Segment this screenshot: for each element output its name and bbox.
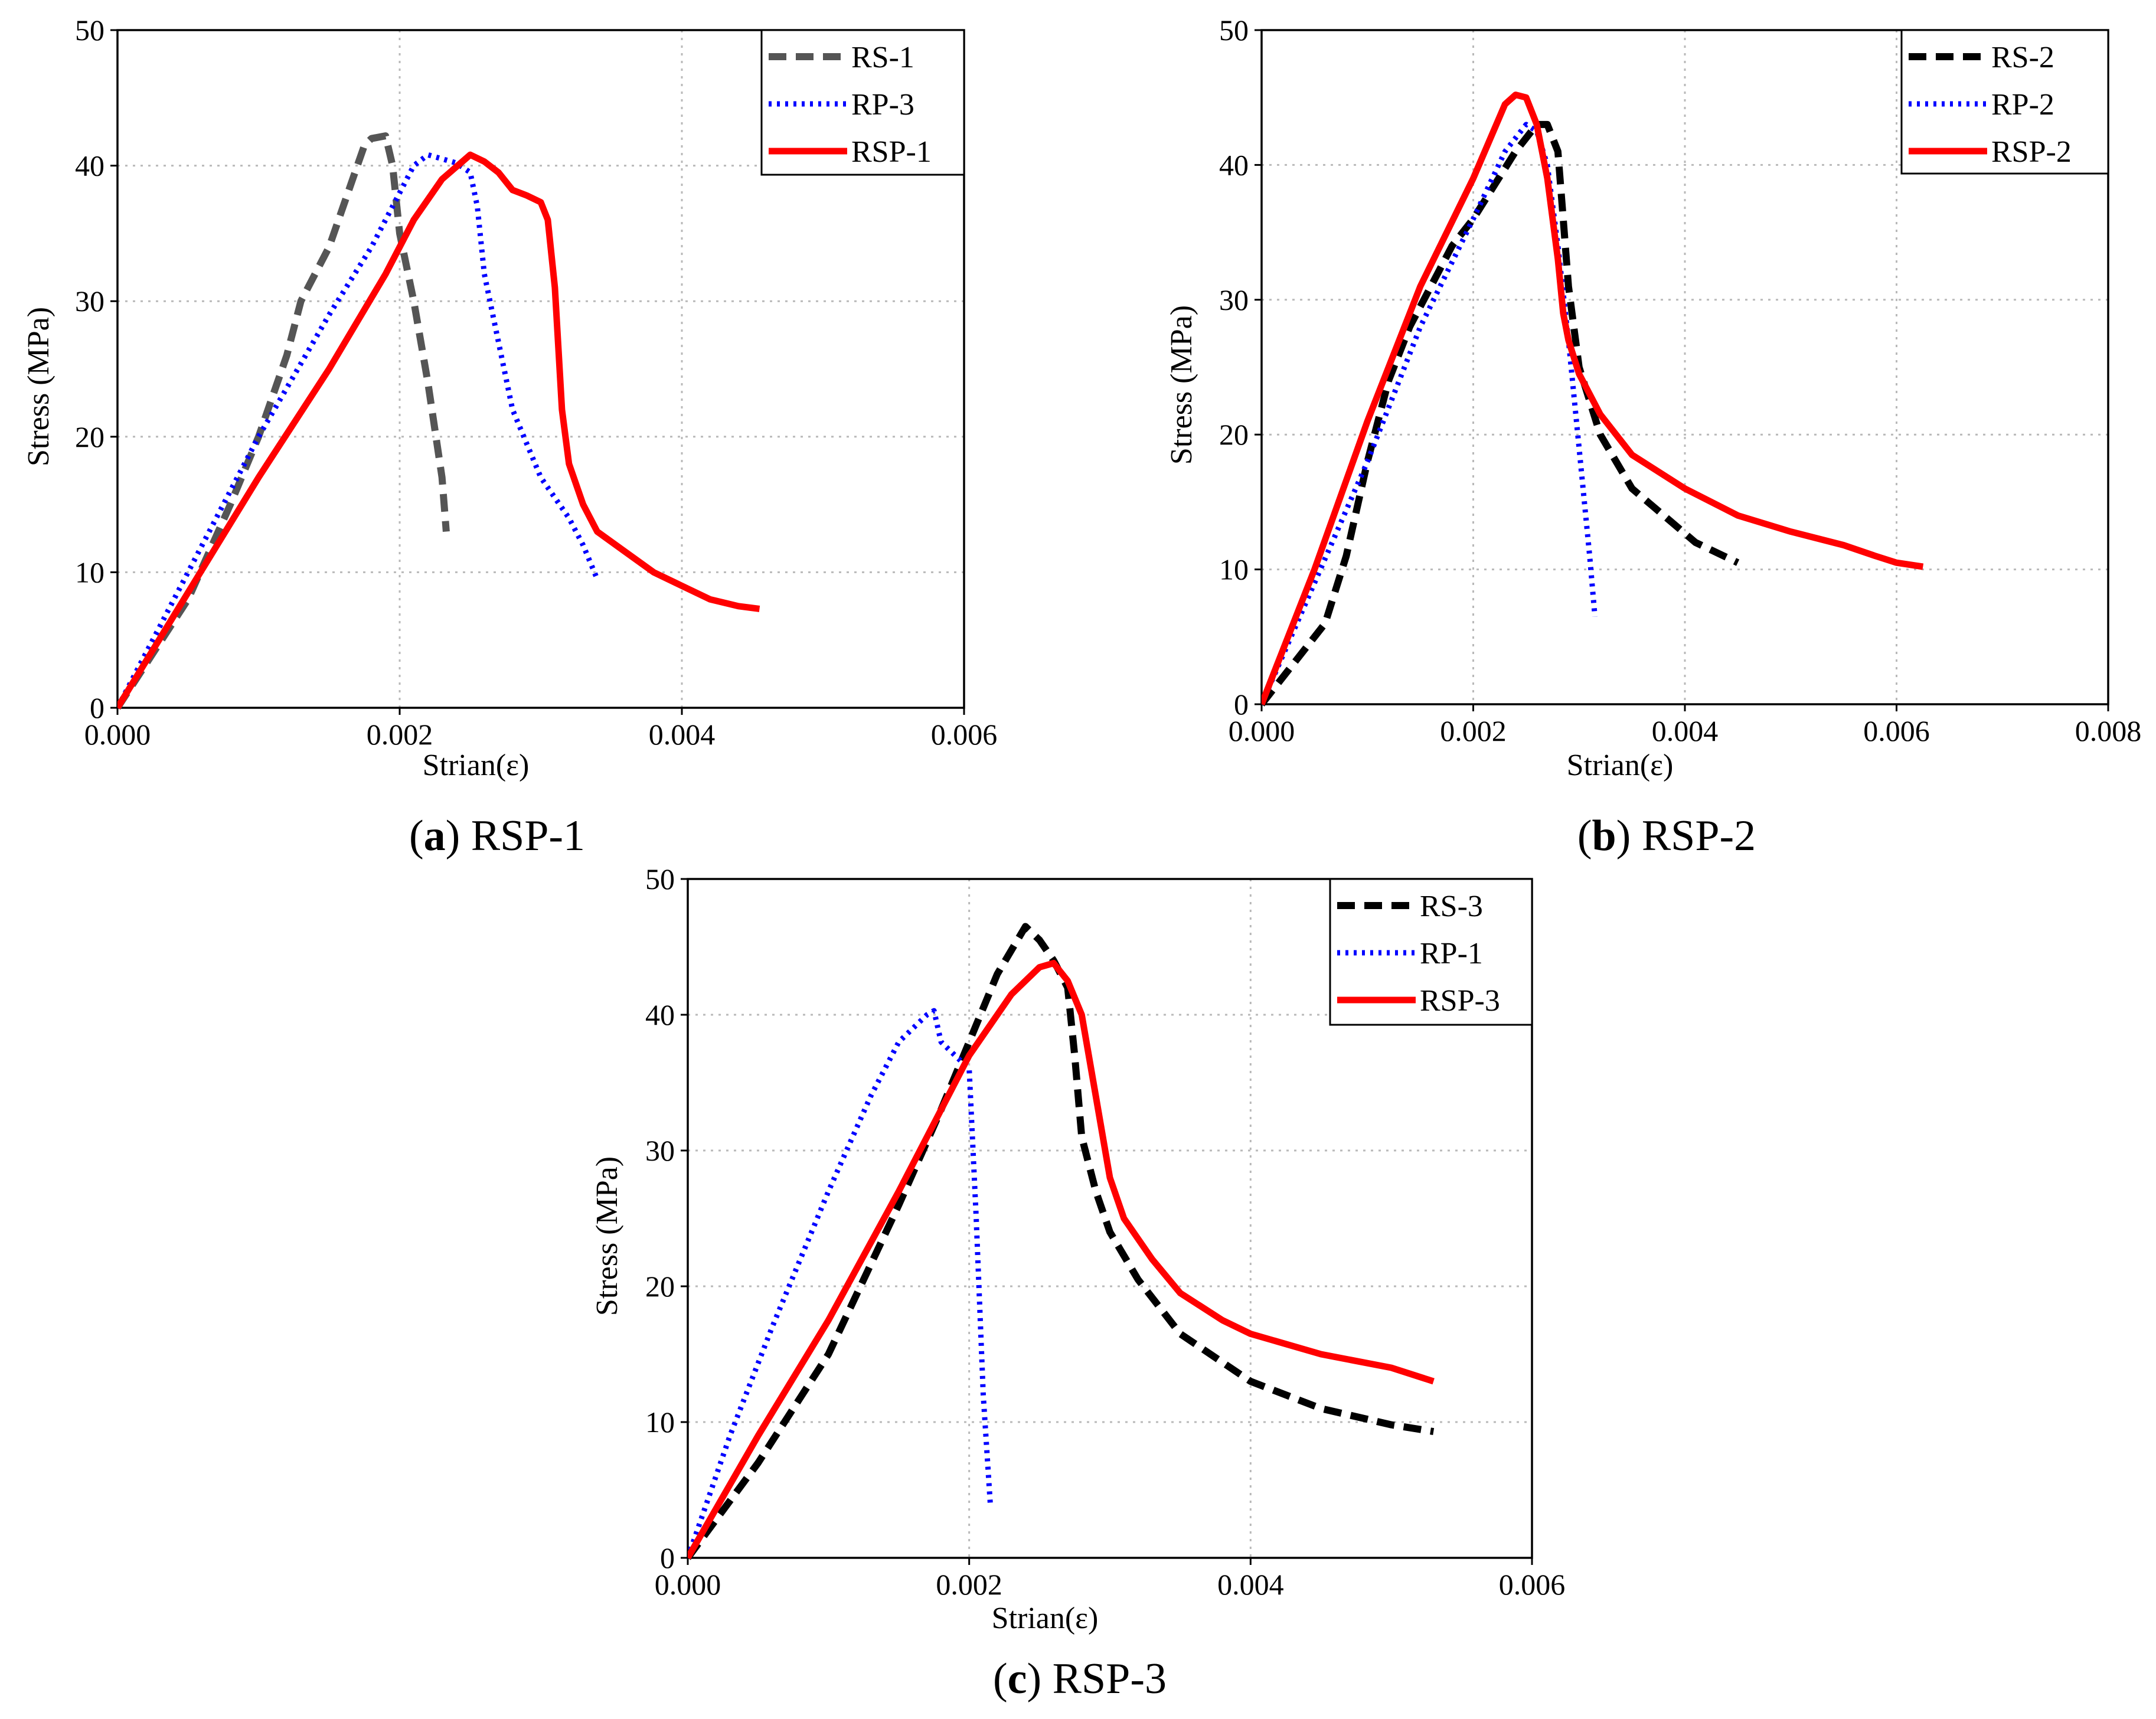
legend: RS-3 RP-1 RSP-3 <box>1329 878 1533 1026</box>
legend-label-rsp-1: RSP-1 <box>851 135 932 169</box>
legend: RS-1 RP-3 RSP-1 <box>760 29 965 176</box>
series-group <box>688 923 1435 1560</box>
y-axis-label: Stress (MPa) <box>22 307 55 466</box>
series-group <box>1262 91 1924 707</box>
y-tick-label: 20 <box>75 420 104 453</box>
x-tick-label: 0.008 <box>2075 714 2142 747</box>
y-tick-label: 0 <box>90 691 104 724</box>
chart-panel-b: 0.000 0.002 0.004 0.006 0.008 0 10 20 30 40 50 Stri… <box>1165 14 2141 860</box>
panel-caption: (b) RSP-2 <box>1577 812 1756 860</box>
x-tick-label: 0.000 <box>655 1568 721 1601</box>
y-tick-label: 40 <box>645 998 675 1031</box>
legend: RS-2 RP-2 RSP-2 <box>1900 29 2109 175</box>
y-tick-label: 10 <box>645 1406 675 1439</box>
series-line-rsp-1 <box>117 151 760 710</box>
x-tick-label: 0.002 <box>367 718 433 751</box>
y-tick-label: 20 <box>645 1270 675 1303</box>
gridlines <box>117 30 964 708</box>
series-line-rs-3 <box>688 923 1435 1560</box>
x-axis-label: Strian(ε) <box>992 1602 1099 1635</box>
legend-label-rp-3: RP-3 <box>851 88 914 122</box>
caption-paren-open: ( <box>1577 812 1592 860</box>
gridlines <box>1262 30 2108 704</box>
x-tick-label: 0.002 <box>1440 714 1507 747</box>
y-tick-label: 30 <box>1219 283 1249 316</box>
caption-paren-open: ( <box>993 1655 1008 1703</box>
chart-panel-a: 0.000 0.002 0.004 0.006 0 10 20 30 40 50 Strian(ε)… <box>22 14 997 860</box>
x-tick-label: 0.004 <box>1217 1568 1284 1601</box>
y-tick-label: 50 <box>1219 14 1249 47</box>
plot-frame <box>687 878 1533 1559</box>
legend-label-rs-2: RS-2 <box>1991 41 2054 74</box>
y-tick-label: 10 <box>75 555 104 589</box>
y-tick-label: 0 <box>1234 688 1249 721</box>
caption-title: RSP-1 <box>471 812 585 860</box>
y-axis-label: Stress (MPa) <box>590 1156 624 1316</box>
caption-paren-open: ( <box>409 812 424 860</box>
x-tick-label: 0.004 <box>1652 714 1719 747</box>
caption-letter: a <box>424 812 446 860</box>
x-tick-label: 0.006 <box>1863 714 1930 747</box>
y-tick-label: 30 <box>645 1134 675 1167</box>
x-tick-label: 0.006 <box>931 718 998 751</box>
plot-frame <box>116 29 965 709</box>
series-line-rs-1 <box>117 132 450 710</box>
caption-title: RSP-3 <box>1053 1655 1167 1703</box>
series-group <box>117 132 760 710</box>
y-tick-label: 50 <box>645 862 675 896</box>
y-tick-label: 30 <box>75 285 104 318</box>
series-line-rp-2 <box>1262 122 1598 705</box>
y-axis-label: Stress (MPa) <box>1165 305 1198 465</box>
y-tick-label: 20 <box>1219 418 1249 451</box>
panel-caption: (c) RSP-3 <box>993 1655 1167 1703</box>
caption-paren-close: ) <box>1616 812 1642 860</box>
caption-letter: c <box>1008 1655 1027 1703</box>
x-tick-label: 0.000 <box>84 718 151 751</box>
y-tick-label: 50 <box>75 14 104 47</box>
y-tick-label: 40 <box>75 149 104 182</box>
legend-label-rp-2: RP-2 <box>1991 88 2054 122</box>
caption-paren-close: ) <box>1027 1655 1053 1703</box>
legend-label-rsp-2: RSP-2 <box>1991 135 2072 169</box>
legend-label-rs-3: RS-3 <box>1420 890 1483 923</box>
x-axis-label: Strian(ε) <box>1567 749 1674 782</box>
legend-label-rs-1: RS-1 <box>851 41 914 74</box>
series-line-rsp-2 <box>1262 91 1924 706</box>
legend-label-rsp-3: RSP-3 <box>1420 984 1500 1018</box>
caption-title: RSP-2 <box>1642 812 1756 860</box>
y-tick-label: 10 <box>1219 553 1249 586</box>
chart-panel-c: 0.000 0.002 0.004 0.006 0 10 20 30 40 50 Strian(ε)… <box>590 862 1565 1703</box>
x-tick-label: 0.006 <box>1499 1568 1566 1601</box>
series-line-rp-3 <box>117 152 600 710</box>
series-line-rs-2 <box>1262 120 1740 707</box>
legend-label-rp-1: RP-1 <box>1420 937 1483 970</box>
panel-caption: (a) RSP-1 <box>409 812 585 860</box>
caption-letter: b <box>1592 812 1616 860</box>
caption-paren-close: ) <box>446 812 471 860</box>
x-tick-label: 0.000 <box>1229 714 1295 747</box>
x-axis-label: Strian(ε) <box>423 749 530 782</box>
gridlines <box>688 879 1532 1558</box>
x-tick-label: 0.004 <box>649 718 716 751</box>
x-tick-label: 0.002 <box>936 1568 1002 1601</box>
y-tick-label: 40 <box>1219 148 1249 181</box>
y-tick-label: 0 <box>660 1541 675 1574</box>
series-line-rsp-3 <box>688 960 1435 1560</box>
